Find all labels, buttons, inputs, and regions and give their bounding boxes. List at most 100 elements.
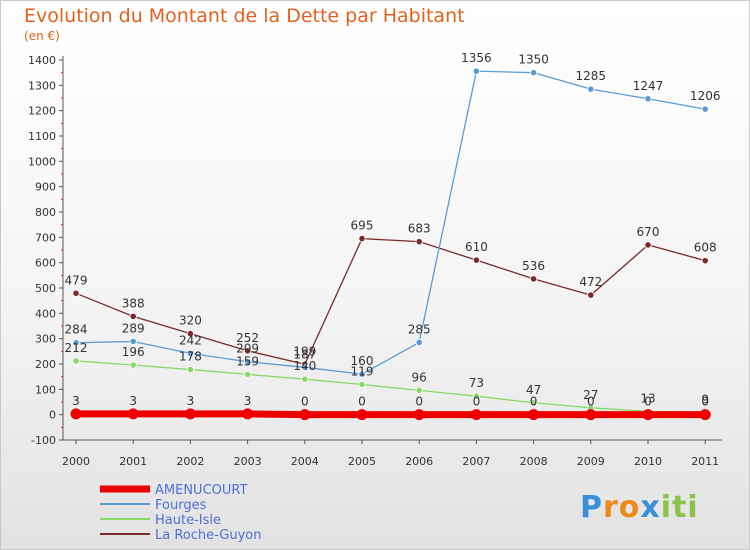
data-point xyxy=(127,408,139,420)
data-point xyxy=(701,105,709,113)
data-label: 1247 xyxy=(633,79,664,93)
data-label: 1285 xyxy=(576,69,607,83)
data-label: 289 xyxy=(122,321,145,335)
data-label: 47 xyxy=(526,383,541,397)
y-tick-label: 700 xyxy=(35,231,56,244)
x-tick-label: 2009 xyxy=(577,455,605,468)
data-label: 96 xyxy=(412,370,427,384)
data-labels-fourges: 284 289 242 209 187 160 285 1356 1350 1285 1247 120… xyxy=(65,51,721,368)
data-point xyxy=(186,365,194,374)
logo-letter: i xyxy=(660,490,673,525)
y-tick-label: 1000 xyxy=(28,155,56,168)
data-label: 252 xyxy=(236,331,259,345)
data-label: 27 xyxy=(583,388,598,402)
y-tick-label: 900 xyxy=(35,181,56,194)
y-tick-label: 1200 xyxy=(28,105,56,118)
logo-letter: r xyxy=(603,490,619,525)
data-point xyxy=(701,257,709,265)
data-label: 536 xyxy=(522,259,545,273)
data-label: 73 xyxy=(469,376,484,390)
data-label: 13 xyxy=(640,391,655,405)
data-label: 1356 xyxy=(461,51,492,65)
data-labels-haute-isle: 212 196 178 159 140 119 96 73 47 27 13 9 xyxy=(65,341,709,406)
data-point xyxy=(72,339,80,347)
x-tick-label: 2011 xyxy=(691,455,719,468)
data-label: 1350 xyxy=(518,53,549,67)
x-tick-label: 2004 xyxy=(291,455,319,468)
data-point xyxy=(72,289,80,297)
data-label: 388 xyxy=(122,296,145,310)
data-point xyxy=(415,338,423,347)
legend-label: Haute-Isle xyxy=(155,513,221,528)
data-point xyxy=(413,409,425,421)
logo-letter: x xyxy=(640,490,661,525)
data-label: 610 xyxy=(465,240,488,254)
data-label: 0 xyxy=(415,395,423,409)
data-label: 670 xyxy=(637,225,660,239)
x-tick-label: 2007 xyxy=(462,455,490,468)
x-tick-label: 2010 xyxy=(634,455,662,468)
data-label: 0 xyxy=(644,395,652,409)
series-line xyxy=(72,410,709,419)
data-label: 608 xyxy=(694,241,717,255)
data-point xyxy=(72,357,80,365)
data-labels-amenucourt: 3 3 3 3 0 0 0 0 0 0 0 0 xyxy=(72,394,709,409)
series-line xyxy=(75,237,706,365)
data-point xyxy=(699,409,711,421)
y-tick-label: 1100 xyxy=(28,130,56,143)
data-point xyxy=(129,337,137,346)
series-line xyxy=(75,70,706,375)
y-tick-label: 200 xyxy=(35,358,56,371)
data-label: 159 xyxy=(236,354,259,368)
data-point xyxy=(244,370,252,378)
proxiti-logo: Proxiti xyxy=(580,490,699,525)
y-tick-label: 300 xyxy=(35,333,56,346)
x-tick-label: 2006 xyxy=(405,455,433,468)
data-point xyxy=(70,408,82,420)
y-tick-label: 600 xyxy=(35,257,56,270)
data-point xyxy=(415,238,423,246)
legend-label: Fourges xyxy=(155,498,207,513)
y-tick-label: -100 xyxy=(31,434,56,447)
data-label: 196 xyxy=(122,345,145,359)
data-point xyxy=(301,363,309,371)
chart-subtitle: (en €) xyxy=(24,29,60,43)
data-label: 472 xyxy=(579,275,602,289)
data-label: 0 xyxy=(473,395,481,409)
x-tick-label: 2008 xyxy=(520,455,548,468)
data-point xyxy=(642,409,654,421)
data-label: 199 xyxy=(293,344,316,358)
series-la-roche-guyon xyxy=(72,235,709,368)
data-point xyxy=(129,361,137,369)
data-point xyxy=(186,329,194,338)
data-point xyxy=(529,275,538,283)
data-label: 0 xyxy=(301,395,309,409)
y-tick-label: 1400 xyxy=(28,54,56,67)
data-point xyxy=(529,69,538,77)
series-line xyxy=(75,360,706,414)
series-haute-isle xyxy=(72,357,709,416)
data-label: 0 xyxy=(587,395,595,409)
y-tick-label: 500 xyxy=(35,282,56,295)
y-tick-label: 400 xyxy=(35,307,56,320)
data-label: 695 xyxy=(351,219,374,233)
data-point xyxy=(587,291,595,299)
data-label: 209 xyxy=(236,342,259,356)
data-point xyxy=(184,408,196,420)
data-label: 479 xyxy=(65,273,88,287)
x-tick-label: 2000 xyxy=(62,455,90,468)
x-tick-label: 2003 xyxy=(234,455,262,468)
data-label: 178 xyxy=(179,350,202,364)
data-label: 3 xyxy=(187,394,195,408)
data-point xyxy=(472,256,480,264)
legend-label: La Roche-Guyon xyxy=(155,528,262,543)
data-point xyxy=(528,409,540,421)
y-tick-label: 1300 xyxy=(28,79,56,92)
data-point xyxy=(529,399,538,407)
data-label: 0 xyxy=(701,395,709,409)
data-point xyxy=(299,409,311,421)
data-label: 3 xyxy=(72,394,80,408)
